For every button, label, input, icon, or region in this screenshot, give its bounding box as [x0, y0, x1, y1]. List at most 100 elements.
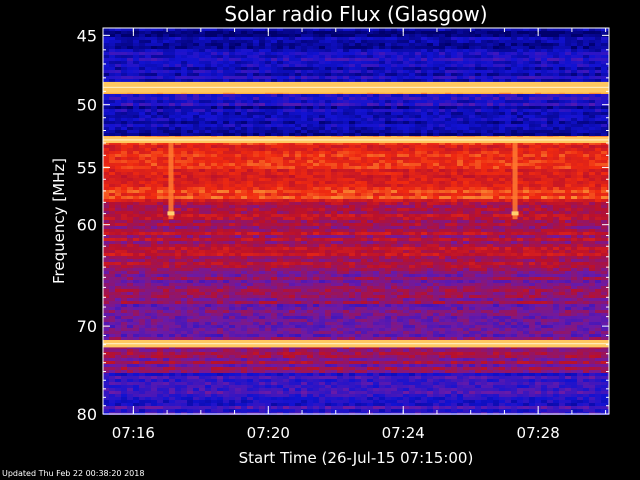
heatmap-cell — [253, 73, 259, 76]
heatmap-cell — [127, 178, 133, 181]
heatmap-cell — [355, 49, 361, 52]
heatmap-cell — [337, 64, 343, 67]
heatmap-cell — [595, 112, 601, 115]
heatmap-cell — [493, 76, 499, 79]
heatmap-cell — [565, 181, 571, 184]
heatmap-cell — [553, 106, 559, 109]
heatmap-cell — [199, 166, 205, 169]
heatmap-cell — [265, 97, 271, 100]
heatmap-cell — [109, 130, 115, 133]
heatmap-cell — [493, 172, 499, 175]
heatmap-cell — [343, 157, 349, 160]
heatmap-cell — [565, 94, 571, 97]
heatmap-cell — [109, 28, 115, 31]
heatmap-cell — [475, 178, 481, 181]
heatmap-cell — [325, 40, 331, 43]
heatmap-cell — [271, 31, 277, 34]
heatmap-cell — [433, 52, 439, 55]
heatmap-cell — [409, 121, 415, 124]
heatmap-cell — [379, 178, 385, 181]
heatmap-cell — [427, 49, 433, 52]
heatmap-cell — [187, 154, 193, 157]
heatmap-cell — [517, 49, 523, 52]
heatmap-cell — [127, 127, 133, 130]
heatmap-cell — [391, 184, 397, 187]
heatmap-cell — [379, 172, 385, 175]
heatmap-cell — [523, 106, 529, 109]
heatmap-cell — [517, 61, 523, 64]
heatmap-cell — [139, 157, 145, 160]
heatmap-cell — [433, 142, 439, 145]
heatmap-cell — [247, 127, 253, 130]
heatmap-cell — [415, 169, 421, 172]
heatmap-cell — [499, 154, 505, 157]
heatmap-cell — [355, 67, 361, 70]
heatmap-cell — [607, 118, 609, 121]
heatmap-cell — [559, 151, 565, 154]
heatmap-cell — [547, 31, 553, 34]
heatmap-cell — [103, 109, 109, 112]
heatmap-cell — [493, 145, 499, 148]
heatmap-cell — [115, 178, 121, 181]
heatmap-cell — [325, 70, 331, 73]
heatmap-cell — [589, 94, 595, 97]
heatmap-cell — [133, 43, 139, 46]
heatmap-cell — [457, 169, 463, 172]
heatmap-cell — [349, 31, 355, 34]
heatmap-cell — [553, 187, 559, 190]
heatmap-cell — [103, 100, 109, 103]
heatmap-cell — [211, 118, 217, 121]
heatmap-cell — [379, 118, 385, 121]
heatmap-cell — [133, 163, 139, 166]
heatmap-cell — [397, 70, 403, 73]
heatmap-cell — [301, 193, 307, 196]
heatmap-cell — [439, 97, 445, 100]
heatmap-cell — [115, 94, 121, 97]
heatmap-cell — [445, 199, 451, 202]
heatmap-cell — [241, 175, 247, 178]
heatmap-cell — [433, 73, 439, 76]
heatmap-cell — [499, 31, 505, 34]
heatmap-cell — [235, 202, 241, 205]
heatmap-cell — [193, 67, 199, 70]
heatmap-cell — [451, 76, 457, 79]
heatmap-cell — [115, 76, 121, 79]
heatmap-cell — [571, 94, 577, 97]
heatmap-cell — [175, 43, 181, 46]
heatmap-cell — [427, 73, 433, 76]
heatmap-cell — [247, 118, 253, 121]
heatmap-cell — [421, 76, 427, 79]
heatmap-cell — [433, 154, 439, 157]
heatmap-cell — [457, 70, 463, 73]
heatmap-cell — [265, 175, 271, 178]
heatmap-cell — [325, 121, 331, 124]
heatmap-cell — [517, 97, 523, 100]
heatmap-cell — [181, 52, 187, 55]
heatmap-cell — [577, 193, 583, 196]
heatmap-cell — [505, 106, 511, 109]
heatmap-cell — [577, 133, 583, 136]
heatmap-cell — [595, 37, 601, 40]
heatmap-cell — [523, 193, 529, 196]
heatmap-cell — [523, 151, 529, 154]
heatmap-cell — [385, 127, 391, 130]
heatmap-cell — [397, 31, 403, 34]
heatmap-cell — [577, 28, 583, 31]
heatmap-cell — [139, 130, 145, 133]
heatmap-cell — [271, 109, 277, 112]
heatmap-cell — [223, 67, 229, 70]
heatmap-cell — [199, 73, 205, 76]
heatmap-cell — [199, 196, 205, 199]
heatmap-cell — [451, 46, 457, 49]
heatmap-cell — [409, 160, 415, 163]
heatmap-cell — [199, 157, 205, 160]
heatmap-cell — [583, 187, 589, 190]
heatmap-cell — [181, 178, 187, 181]
heatmap-cell — [607, 106, 609, 109]
heatmap-cell — [175, 124, 181, 127]
heatmap-cell — [409, 157, 415, 160]
heatmap-cell — [319, 160, 325, 163]
heatmap-cell — [325, 166, 331, 169]
heatmap-cell — [295, 184, 301, 187]
heatmap-cell — [583, 196, 589, 199]
